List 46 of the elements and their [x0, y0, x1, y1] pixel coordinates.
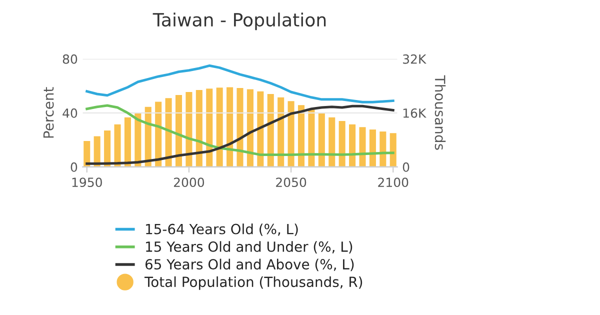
y2-tick-label: 16K: [403, 108, 426, 118]
bar: [226, 87, 234, 167]
y-tick-label: 0: [70, 162, 78, 172]
bar: [318, 113, 325, 167]
bar: [278, 97, 284, 167]
bar: [124, 117, 131, 167]
bar: [84, 140, 90, 167]
legend-label: 15 Years Old and Under (%, L): [146, 241, 352, 254]
bar: [308, 109, 315, 167]
bar: [267, 94, 274, 167]
bar: [390, 133, 396, 167]
y2-tick-label: 32K: [403, 54, 426, 64]
y-axis-title: Percent: [43, 87, 54, 138]
bar: [165, 98, 172, 167]
bar: [380, 132, 386, 167]
bar: [246, 89, 254, 167]
bar: [114, 124, 121, 167]
bar: [257, 91, 264, 167]
y2-axis-title: Thousands: [434, 75, 446, 150]
legend-label: 65 Years Old and Above (%, L): [145, 258, 354, 272]
bar: [298, 105, 305, 167]
y-tick-label: 40: [62, 108, 78, 118]
bar: [349, 124, 356, 167]
x-tick-label: 2000: [174, 178, 204, 188]
line-series: [86, 64, 394, 104]
legend-label: 15-64 Years Old (%, L): [146, 224, 298, 236]
bar: [288, 101, 294, 167]
x-tick-label: 2050: [276, 178, 306, 188]
y2-tick-label: 0: [402, 162, 410, 172]
y-tick-label: 80: [62, 54, 78, 64]
bar: [175, 95, 182, 167]
bar: [104, 130, 111, 167]
bar: [369, 129, 376, 167]
bar: [328, 117, 336, 167]
bar: [186, 92, 192, 167]
x-tick-label: 2100: [378, 178, 408, 188]
bar: [359, 127, 366, 167]
bar: [196, 90, 202, 167]
bar: [338, 121, 346, 167]
bar: [206, 88, 213, 167]
bar: [216, 88, 223, 167]
bar: [236, 88, 244, 167]
x-tick-label: 1950: [72, 178, 102, 188]
legend-label: Total Population (Thousands, R): [144, 276, 362, 290]
chart-title: Taiwan - Population: [152, 12, 326, 30]
bar: [94, 136, 100, 167]
